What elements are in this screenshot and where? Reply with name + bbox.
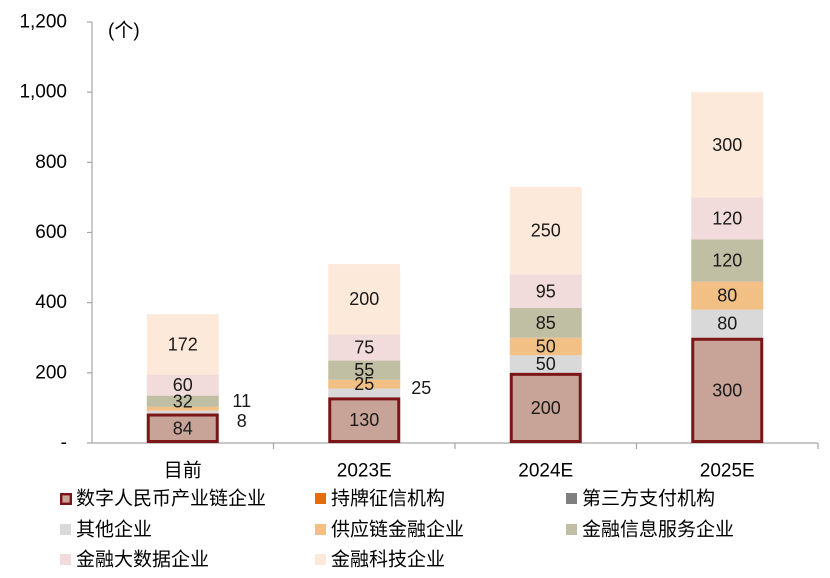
data-label-7-1: 200 xyxy=(349,289,379,309)
legend-swatch xyxy=(315,554,326,565)
legend-label: 第三方支付机构 xyxy=(582,488,715,510)
legend-label: 供应链金融企业 xyxy=(331,519,464,541)
data-label-4-3: 80 xyxy=(717,286,737,306)
legend-item: 金融大数据企业 xyxy=(60,549,209,571)
bar-segment-6-1 xyxy=(328,334,401,361)
bar-segments xyxy=(146,92,764,414)
bar-segment-0-2 xyxy=(509,372,582,444)
data-label-6-2: 95 xyxy=(536,281,556,301)
bar-segment-0-1 xyxy=(328,397,401,443)
bar-segment-3-2 xyxy=(509,355,582,373)
legend-swatch xyxy=(315,524,326,535)
bar-segment-5-1 xyxy=(328,360,401,380)
data-label-5-1: 55 xyxy=(354,360,374,380)
bar-segment-6-2 xyxy=(509,274,582,308)
legend-swatch xyxy=(566,524,577,535)
y-tick-label: - xyxy=(61,433,67,454)
data-label-7-3: 300 xyxy=(712,135,742,155)
data-label-0-1: 130 xyxy=(349,410,379,430)
bar-segment-4-3 xyxy=(691,281,764,310)
y-tick-label: 600 xyxy=(35,222,67,243)
data-label-6-0: 60 xyxy=(173,375,193,395)
bar-segment-4-1 xyxy=(328,379,401,389)
data-label-6-3: 120 xyxy=(712,208,742,228)
data-label-3-3: 80 xyxy=(717,314,737,334)
legend-item: 供应链金融企业 xyxy=(315,519,464,541)
legend-item: 其他企业 xyxy=(60,519,152,541)
y-tick-label: 200 xyxy=(35,362,67,383)
bar-segment-0-0 xyxy=(146,413,219,443)
legend-item: 数字人民币产业链企业 xyxy=(60,488,266,510)
y-tick-label: 800 xyxy=(35,152,67,173)
legend-item: 金融科技企业 xyxy=(315,549,445,571)
bar-segment-5-3 xyxy=(691,239,764,282)
bar-segment-7-2 xyxy=(509,186,582,275)
legend-label: 金融大数据企业 xyxy=(76,549,209,571)
y-unit-label: (个) xyxy=(108,20,140,42)
bar-segment-6-3 xyxy=(691,197,764,240)
data-label-4-1: 25 xyxy=(354,374,374,394)
y-tick-label: 1,000 xyxy=(19,82,67,103)
x-category-label: 2025E xyxy=(700,461,755,482)
data-label-4-0: 11 xyxy=(232,391,251,411)
bar-segment-5-2 xyxy=(509,307,582,338)
bar-segment-3-3 xyxy=(691,309,764,338)
data-label-5-3: 120 xyxy=(712,251,742,271)
legend-label: 数字人民币产业链企业 xyxy=(76,488,266,510)
legend-item: 第三方支付机构 xyxy=(566,488,715,510)
data-labels: 84 81132601721302525557520020050508595250… xyxy=(168,135,743,438)
bar-segment-0-3 xyxy=(691,337,764,443)
bar-segment-5-0 xyxy=(146,395,219,407)
y-tick-label: 400 xyxy=(35,292,67,313)
legend-swatch xyxy=(315,493,326,504)
bar-segment-6-0 xyxy=(146,374,219,396)
x-category-label: 2023E xyxy=(337,461,392,482)
y-tick-label: 1,200 xyxy=(19,12,67,33)
bar-segment-7-0 xyxy=(146,314,219,375)
x-category-label: 2024E xyxy=(518,461,573,482)
data-label-0-0: 84 xyxy=(173,418,193,438)
legend-swatch xyxy=(60,554,71,565)
data-label-3-1: 25 xyxy=(411,378,431,398)
legend-swatch xyxy=(60,493,73,506)
legend-item: 金融信息服务企业 xyxy=(566,519,734,541)
data-label-0-2: 200 xyxy=(531,398,561,418)
data-label-5-0: 32 xyxy=(173,391,193,411)
bar-segment-4-0 xyxy=(146,406,219,411)
data-label-7-2: 250 xyxy=(531,221,561,241)
legend-label: 其他企业 xyxy=(76,519,152,541)
data-label-5-2: 85 xyxy=(536,313,556,333)
bar-segment-7-3 xyxy=(691,92,764,198)
data-label-4-2: 50 xyxy=(536,337,556,357)
data-label-7-0: 172 xyxy=(168,334,198,354)
data-label-3-2: 50 xyxy=(536,354,556,374)
legend-swatch xyxy=(566,493,577,504)
legend-item: 持牌征信机构 xyxy=(315,488,445,510)
data-label-3-0: 8 xyxy=(237,411,247,431)
legend-label: 金融科技企业 xyxy=(331,549,445,571)
highlighted-segments xyxy=(146,337,764,444)
legend-label: 持牌征信机构 xyxy=(331,488,445,510)
bar-segment-7-1 xyxy=(328,264,401,335)
data-label-6-1: 75 xyxy=(354,337,374,357)
bar-segment-3-0 xyxy=(146,410,219,414)
data-label-0-3: 300 xyxy=(712,380,742,400)
legend-swatch xyxy=(60,524,71,535)
axes: - 200 400 600 800 1,000 1,200 目前 2023E 2024E 2025E… xyxy=(19,12,819,482)
bar-segment-3-1 xyxy=(328,388,401,398)
bar-segment-4-2 xyxy=(509,337,582,356)
x-category-label: 目前 xyxy=(164,460,202,482)
legend-label: 金融信息服务企业 xyxy=(582,519,734,541)
